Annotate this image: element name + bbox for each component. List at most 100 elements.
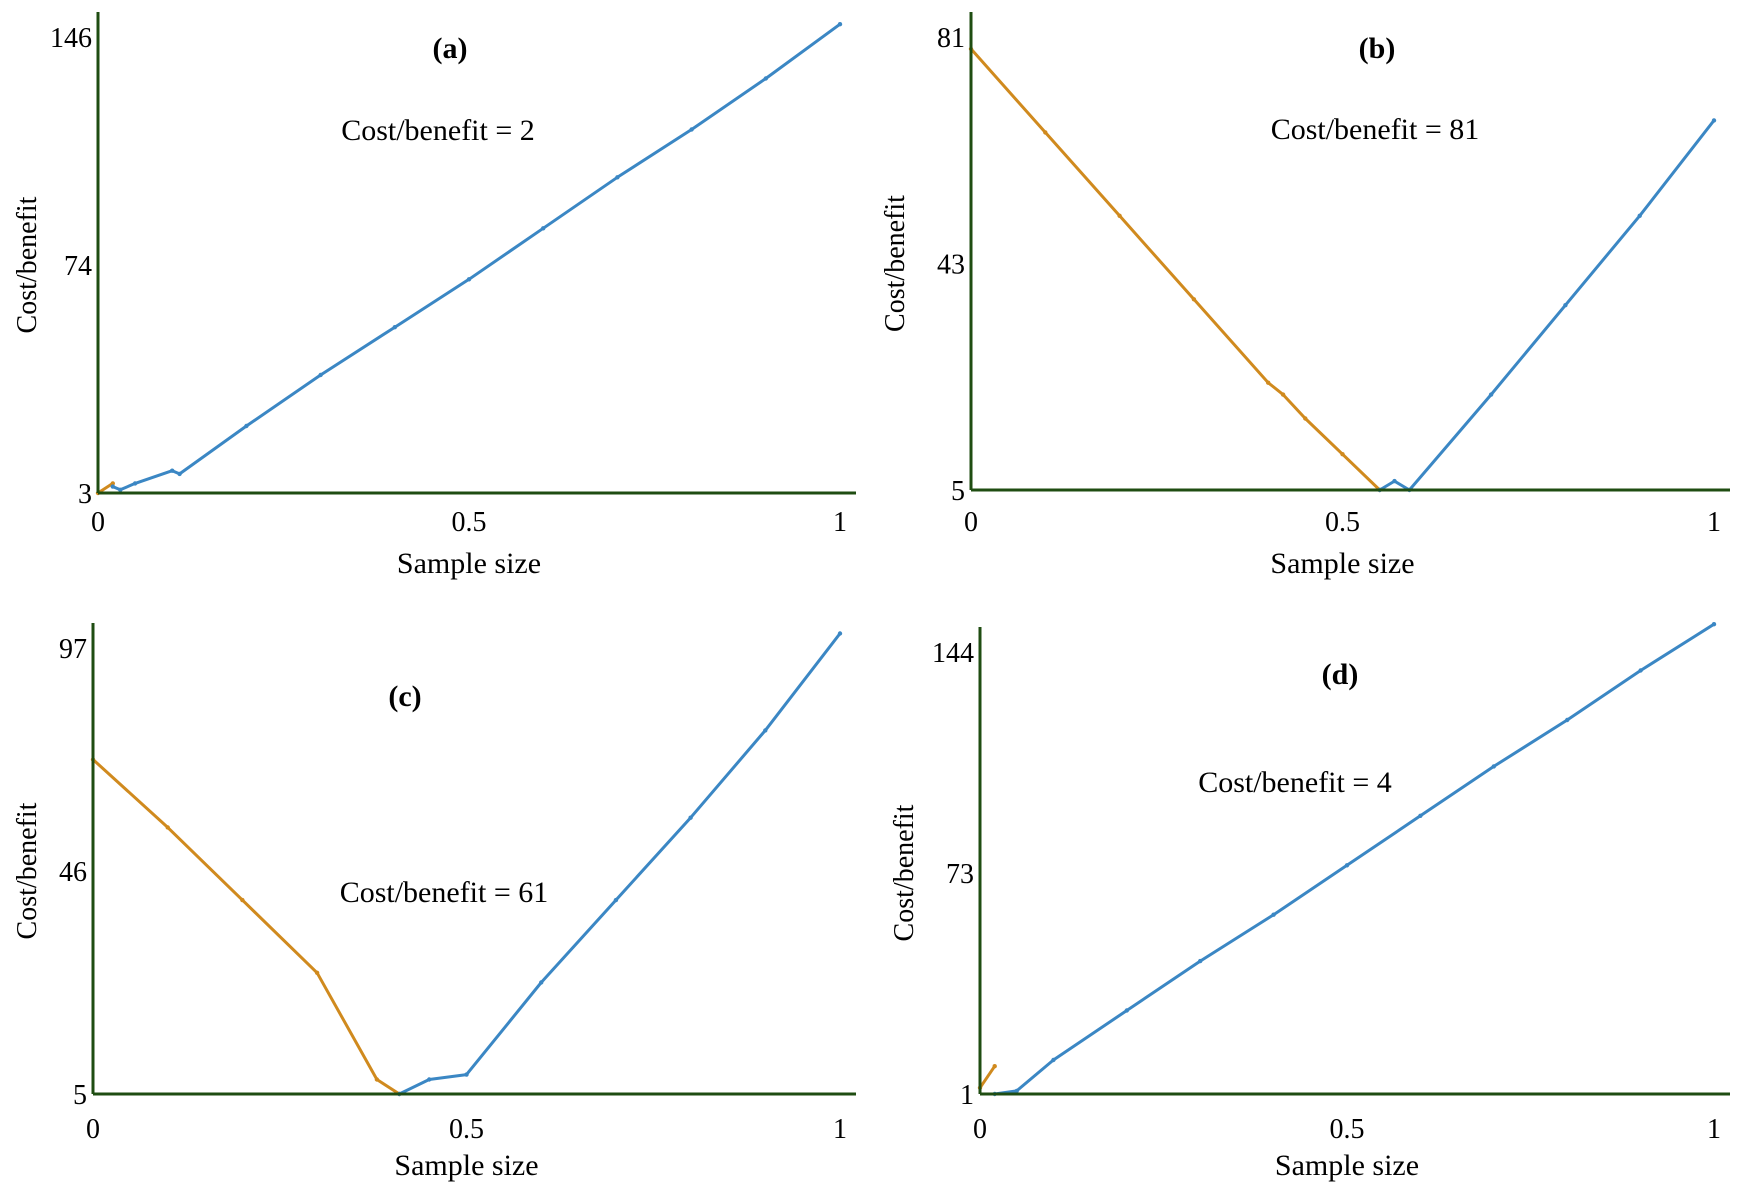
data-point xyxy=(374,1077,380,1082)
data-point xyxy=(118,487,123,492)
data-point xyxy=(1124,1008,1130,1013)
data-point xyxy=(110,484,116,489)
data-point xyxy=(132,481,138,486)
data-point xyxy=(1638,668,1643,673)
x-tick-label: 0 xyxy=(91,507,105,538)
x-tick-label: 0.5 xyxy=(1330,1114,1365,1145)
data-point xyxy=(427,1077,432,1082)
data-point xyxy=(170,468,175,473)
y-axis-label: Cost/benefit xyxy=(12,802,43,939)
y-tick-label: 74 xyxy=(64,251,92,282)
data-point xyxy=(1563,303,1568,308)
data-point xyxy=(615,175,620,180)
x-tick-label: 0.5 xyxy=(449,1114,484,1145)
panel-label: (a) xyxy=(433,32,468,65)
y-tick-label: 5 xyxy=(73,1080,87,1111)
data-point xyxy=(763,728,768,733)
x-axis-label: Sample size xyxy=(1275,1149,1419,1182)
panel-label: (d) xyxy=(1322,658,1359,691)
data-point xyxy=(1637,213,1642,218)
data-point xyxy=(992,1064,997,1069)
panel-label: (b) xyxy=(1359,32,1396,65)
data-point xyxy=(318,372,323,378)
series-line-blue xyxy=(994,622,1715,1096)
data-point xyxy=(1043,130,1048,135)
data-point xyxy=(541,226,546,231)
data-point xyxy=(689,127,694,132)
data-point xyxy=(539,980,544,985)
data-point xyxy=(110,481,116,486)
x-axis-label: Sample size xyxy=(397,547,541,580)
data-point xyxy=(314,970,320,975)
y-tick-label: 97 xyxy=(59,634,87,665)
data-point xyxy=(1491,764,1497,769)
series-line-orange xyxy=(97,482,114,495)
data-point xyxy=(244,423,249,429)
data-point xyxy=(837,631,843,636)
x-tick-label: 0.5 xyxy=(452,507,487,538)
x-tick-label: 1 xyxy=(1707,507,1721,538)
data-point xyxy=(165,825,170,830)
data-point xyxy=(1711,622,1717,627)
chart-panel-b: 5 43 81 0 0.5 1 Sample size Cost/benefit (b) Cost… xyxy=(880,12,1730,580)
data-point xyxy=(1711,118,1717,123)
data-point xyxy=(1051,1057,1056,1063)
y-tick-label: 146 xyxy=(50,23,92,54)
x-tick-label: 1 xyxy=(833,1114,847,1145)
data-point xyxy=(688,815,693,820)
data-point xyxy=(466,277,472,282)
x-axis-label: Sample size xyxy=(394,1149,538,1182)
data-point xyxy=(837,22,843,27)
data-point xyxy=(177,471,182,477)
y-tick-label: 46 xyxy=(59,857,87,888)
y-tick-label: 3 xyxy=(78,479,92,510)
x-tick-label: 1 xyxy=(1707,1114,1721,1145)
chart-panel-a: 3 74 146 0 0.5 1 Sample size Cost/benefit (a) Cos… xyxy=(12,12,856,580)
data-point xyxy=(613,897,619,903)
data-point xyxy=(1340,452,1345,457)
x-tick-label: 0.5 xyxy=(1325,507,1360,538)
data-point xyxy=(1117,213,1122,218)
cost-benefit-annotation: Cost/benefit = 81 xyxy=(1271,113,1480,146)
y-tick-label: 144 xyxy=(932,638,974,669)
data-point xyxy=(1488,392,1494,397)
x-tick-label: 1 xyxy=(833,507,847,538)
data-point xyxy=(1392,478,1397,484)
series-line-orange xyxy=(978,1065,996,1089)
y-tick-label: 1 xyxy=(960,1080,974,1111)
data-point xyxy=(240,897,245,903)
series-line-blue xyxy=(112,22,841,492)
data-point xyxy=(1303,416,1308,421)
data-point xyxy=(1280,392,1286,397)
data-point xyxy=(1014,1088,1019,1094)
panel-label: (c) xyxy=(388,680,421,713)
data-point xyxy=(1191,297,1197,302)
series-line-orange xyxy=(91,758,401,1096)
data-point xyxy=(1198,958,1203,964)
data-point xyxy=(763,76,768,81)
cost-benefit-annotation: Cost/benefit = 4 xyxy=(1198,766,1392,799)
data-point xyxy=(1266,380,1271,385)
x-tick-label: 0 xyxy=(86,1114,100,1145)
cost-benefit-annotation: Cost/benefit = 61 xyxy=(340,876,549,909)
y-axis-label: Cost/benefit xyxy=(12,196,43,333)
data-point xyxy=(1271,912,1276,917)
y-tick-label: 73 xyxy=(946,859,974,890)
series-line-blue xyxy=(398,632,842,1096)
data-point xyxy=(392,325,397,330)
x-axis-label: Sample size xyxy=(1270,547,1414,580)
y-axis-label: Cost/benefit xyxy=(880,195,911,332)
data-point xyxy=(464,1072,469,1077)
y-tick-label: 43 xyxy=(937,250,965,281)
data-point xyxy=(1344,863,1350,868)
y-axis-label: Cost/benefit xyxy=(889,804,920,941)
y-tick-label: 5 xyxy=(951,476,965,507)
data-point xyxy=(1418,813,1423,818)
data-point xyxy=(1565,717,1570,723)
x-tick-label: 0 xyxy=(973,1114,987,1145)
y-tick-label: 81 xyxy=(937,23,965,54)
chart-panel-d: 1 73 144 0 0.5 1 Sample size Cost/benefit (d) Cos… xyxy=(889,622,1730,1182)
x-tick-label: 0 xyxy=(964,507,978,538)
chart-panel-c: 5 46 97 0 0.5 1 Sample size Cost/benefit (c) Cost… xyxy=(12,623,856,1182)
